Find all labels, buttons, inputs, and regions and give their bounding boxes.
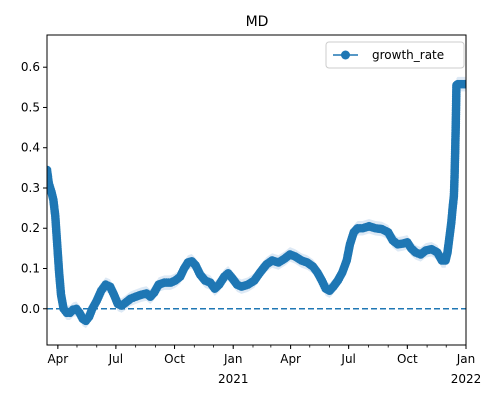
legend-label: growth_rate — [372, 48, 444, 62]
axes: 0.0 0.1 0.2 0.3 0.4 0.5 0.6 Apr Jul Oct Jan 2021 Apr… — [21, 34, 482, 386]
y-tick-label: 0.5 — [21, 100, 40, 114]
y-tick-label: 0.3 — [21, 181, 40, 195]
x-tick-label: Apr — [47, 352, 68, 366]
axes-frame — [46, 34, 467, 346]
x-tick-year-label: 2021 — [218, 372, 249, 386]
x-tick-label: Apr — [280, 352, 301, 366]
data-point — [461, 79, 466, 89]
x-tick-label: Oct — [397, 352, 418, 366]
legend-box — [325, 41, 465, 69]
x-tick-label: Jan — [223, 352, 243, 366]
y-tick-label: 0.2 — [21, 221, 40, 235]
legend: growth_rate — [325, 41, 465, 69]
legend-marker-icon — [341, 50, 350, 60]
chart-title: MD — [246, 14, 269, 30]
x-tick-year-label: 2022 — [451, 372, 482, 386]
y-tick-label: 0.1 — [21, 262, 40, 276]
x-tick-label: Oct — [164, 352, 185, 366]
plot-area — [47, 76, 466, 329]
y-tick-label: 0.6 — [21, 60, 40, 74]
x-tick-label: Jul — [340, 352, 355, 366]
y-tick-label: 0.0 — [21, 302, 40, 316]
x-tick-label: Jan — [456, 352, 476, 366]
x-tick-label: Jul — [108, 352, 123, 366]
y-tick-label: 0.4 — [21, 141, 40, 155]
